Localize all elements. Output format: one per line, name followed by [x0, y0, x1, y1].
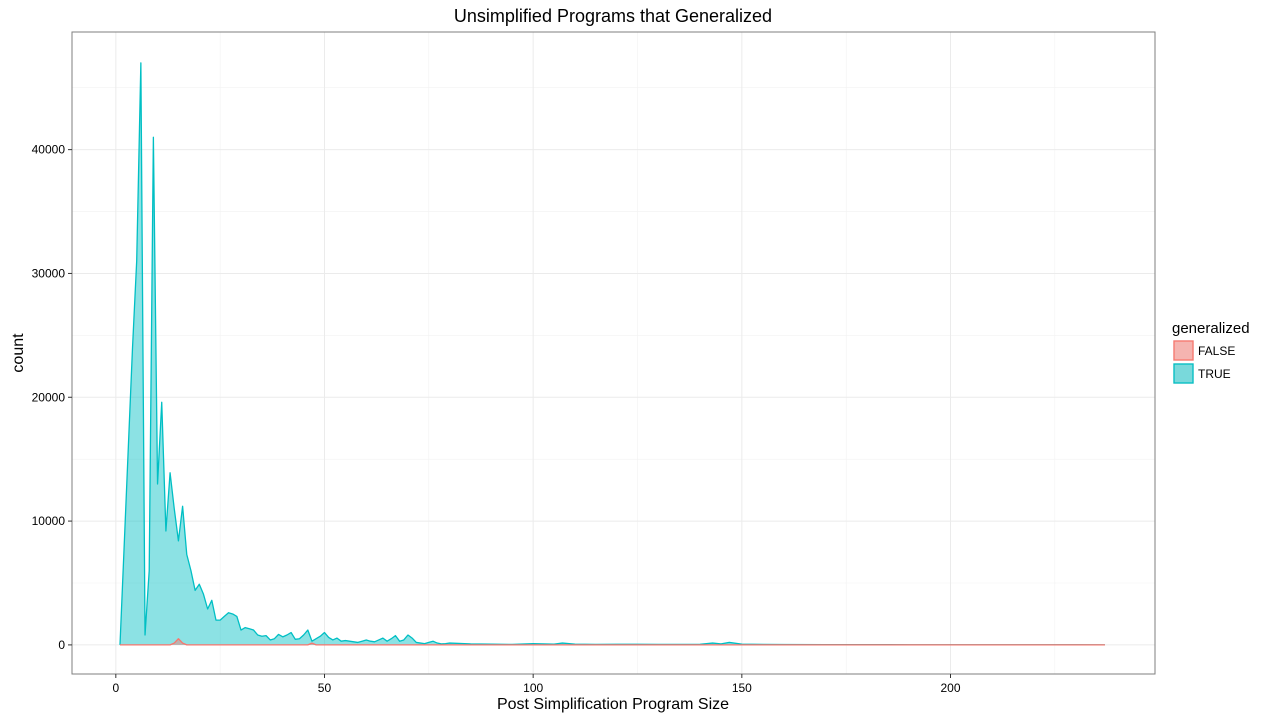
- grid: [72, 32, 1155, 674]
- x-tick-label: 200: [940, 681, 960, 695]
- plot-panel: [72, 32, 1155, 674]
- x-axis-title: Post Simplification Program Size: [497, 696, 729, 713]
- y-tick-label: 30000: [32, 266, 66, 280]
- legend-label-false: FALSE: [1198, 344, 1235, 358]
- plot-border: [71, 31, 1156, 675]
- x-tick-label: 50: [318, 681, 332, 695]
- legend: generalized FALSE TRUE: [1172, 320, 1250, 384]
- legend-swatch-false: [1173, 340, 1194, 361]
- x-tick-label: 150: [732, 681, 752, 695]
- legend-swatch-true: [1173, 363, 1194, 384]
- y-tick-label: 20000: [32, 390, 66, 404]
- x-tick-label: 100: [523, 681, 543, 695]
- x-axis: 0 50 100 150 200: [112, 674, 961, 695]
- y-tick-label: 10000: [32, 514, 66, 528]
- series-layer: [119, 62, 1105, 646]
- series-line-false: [119, 638, 1105, 646]
- chart-title: Unsimplified Programs that Generalized: [454, 6, 772, 26]
- y-axis-title: count: [10, 333, 27, 373]
- x-tick-label: 0: [112, 681, 119, 695]
- y-tick-label: 0: [58, 638, 65, 652]
- legend-title: generalized: [1172, 320, 1250, 337]
- legend-label-true: TRUE: [1198, 367, 1231, 381]
- y-axis: 0 10000 20000 30000 40000: [32, 143, 72, 652]
- y-tick-label: 40000: [32, 143, 66, 157]
- legend-entries: FALSE TRUE: [1173, 340, 1235, 384]
